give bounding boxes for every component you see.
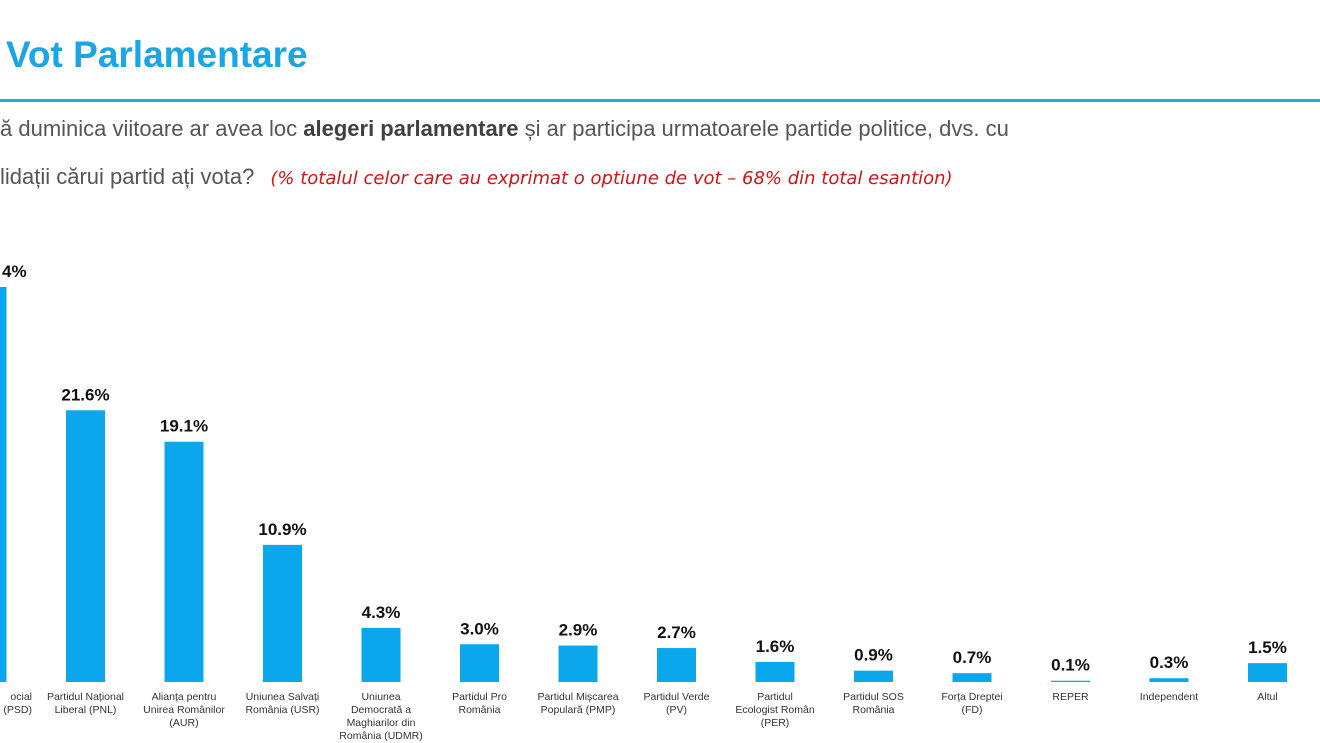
bar-2 (164, 441, 204, 682)
category-label-13: Altul (1216, 691, 1320, 704)
bar-5 (460, 644, 499, 682)
bar-12 (1149, 678, 1189, 682)
category-label-line: Partidul SOS (843, 691, 904, 703)
question-line-1: ă duminica viitoare ar avea loc alegeri … (0, 116, 1009, 142)
category-label-line: Partidul Verde (643, 691, 710, 703)
category-label-line: România (458, 704, 501, 716)
value-label-7: 2.7% (657, 623, 696, 642)
category-label-1: Partidul Național Liberal (PNL) (34, 691, 138, 717)
category-label-4: Uniunea Democrată a Maghiarilor din România… (329, 691, 433, 743)
category-label-line: Independent (1139, 691, 1199, 703)
question-line-2: lidații cărui partid ați vota? (% totalul… (0, 164, 953, 190)
value-label-5: 3.0% (460, 619, 499, 638)
value-label-0: 4% (2, 262, 27, 281)
category-label-line: Liberal (PNL) (54, 704, 117, 716)
title-divider (0, 99, 1320, 102)
category-label-line: Uniunea Salvați (245, 691, 320, 703)
category-label-line: Partidul Pro (452, 691, 507, 703)
value-label-13: 1.5% (1248, 638, 1287, 657)
sample-note: (% totalul celor care au exprimat o opti… (270, 168, 953, 189)
category-label-line: Partidul Mișcarea (537, 691, 619, 703)
category-label-line: (FD) (961, 704, 983, 716)
bar-11 (1051, 680, 1090, 682)
category-label-line: România (UDMR) (339, 730, 423, 742)
category-label-line: Altul (1257, 691, 1278, 703)
category-label-line: Alianța pentru (151, 691, 217, 703)
bar-7 (657, 648, 696, 682)
value-label-10: 0.7% (953, 648, 992, 667)
category-label-line: REPER (1052, 691, 1089, 703)
category-label-9: Partidul SOS România (822, 691, 926, 717)
question-part-2: și ar participa urmatoarele partide poli… (518, 116, 1009, 141)
value-label-3: 10.9% (258, 520, 306, 539)
question-line-2-text: lidații cărui partid ați vota? (0, 164, 255, 189)
category-label-line: ocial (10, 691, 32, 703)
bar-1 (66, 410, 105, 682)
category-label-line: Partidul Național (46, 691, 125, 703)
value-label-4: 4.3% (362, 603, 401, 622)
category-label-line: Maghiarilor din (346, 717, 416, 729)
category-label-11: REPER (1019, 691, 1123, 704)
question-bold: alegeri parlamentare (303, 116, 519, 141)
bar-3 (263, 544, 302, 682)
category-label-6: Partidul Mișcarea Populară (PMP) (526, 691, 630, 717)
category-label-line: România (852, 704, 895, 716)
category-label-2: Alianța pentru Unirea Românilor (AUR) (132, 691, 236, 730)
value-label-12: 0.3% (1150, 653, 1189, 672)
value-label-9: 0.9% (854, 646, 893, 665)
category-label-line: (PSD) (3, 704, 32, 716)
category-label-line: Forța Dreptei (941, 691, 1003, 703)
category-label-line: Uniunea (361, 691, 401, 703)
bar-9 (854, 670, 893, 682)
category-label-5: Partidul Pro România (428, 691, 532, 717)
value-label-2: 19.1% (160, 417, 208, 436)
category-label-12: Independent (1117, 691, 1221, 704)
bar-6 (558, 645, 598, 682)
bar-0 (0, 287, 7, 682)
category-label-line: România (USR) (245, 704, 320, 716)
bar-8 (755, 661, 795, 682)
bar-10 (952, 673, 992, 682)
value-label-6: 2.9% (559, 621, 598, 640)
page-title: Vot Parlamentare (6, 34, 308, 75)
bar-4 (361, 627, 401, 682)
value-label-1: 21.6% (61, 385, 109, 404)
category-label-3: Uniunea Salvați România (USR) (231, 691, 335, 717)
category-label-0: ocial (PSD) (0, 691, 32, 717)
category-label-line: (PER) (760, 717, 790, 729)
category-label-10: Forța Dreptei (FD) (920, 691, 1024, 717)
bar-13 (1248, 663, 1287, 682)
category-label-line: Ecologist Român (735, 704, 815, 716)
category-label-line: Democrată a (350, 704, 412, 716)
question-part-1: ă duminica viitoare ar avea loc (0, 116, 304, 141)
category-label-line: Partidul (757, 691, 793, 703)
category-label-line: (AUR) (169, 717, 199, 729)
value-label-8: 1.6% (756, 637, 795, 656)
value-label-11: 0.1% (1051, 656, 1090, 675)
category-label-8: Partidul Ecologist Român (PER) (723, 691, 827, 730)
category-label-line: Unirea Românilor (143, 704, 225, 716)
category-label-line: (PV) (666, 704, 687, 716)
category-label-line: Populară (PMP) (540, 704, 616, 716)
category-label-7: Partidul Verde (PV) (625, 691, 729, 717)
